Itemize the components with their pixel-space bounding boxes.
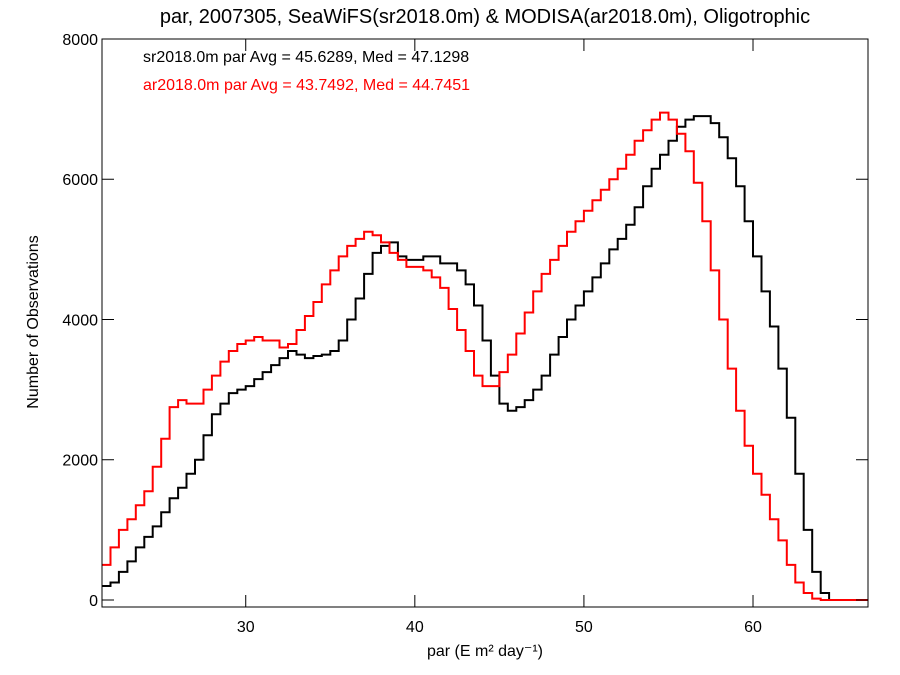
x-tick-label: 30 — [237, 619, 255, 636]
plot-frame — [101, 38, 869, 608]
y-tick-label: 8000 — [62, 32, 98, 49]
legend: sr2018.0m par Avg = 45.6289, Med = 47.12… — [143, 49, 470, 94]
y-axis-label: Number of Observations — [25, 235, 42, 408]
y-tick-label: 2000 — [62, 453, 98, 470]
legend-entry-sr2018: sr2018.0m par Avg = 45.6289, Med = 47.12… — [143, 49, 469, 66]
y-tick-label: 6000 — [62, 172, 98, 189]
x-tick-label: 60 — [744, 619, 762, 636]
chart-title: par, 2007305, SeaWiFS(sr2018.0m) & MODIS… — [160, 6, 810, 28]
x-axis-label: par (E m² day⁻¹) — [427, 643, 543, 660]
y-tick-label: 4000 — [62, 312, 98, 329]
series-line-sr2018-0m — [102, 115, 868, 601]
ticks-layer: 30 40 50 60 0 2000 4000 6000 8000 — [62, 32, 868, 636]
series-line-ar2018-0m — [102, 111, 868, 601]
series-layer — [102, 111, 868, 601]
y-tick-label: 0 — [89, 593, 98, 610]
x-tick-label: 40 — [406, 619, 424, 636]
x-tick-label: 50 — [575, 619, 593, 636]
legend-entry-ar2018: ar2018.0m par Avg = 43.7492, Med = 44.74… — [143, 77, 470, 94]
